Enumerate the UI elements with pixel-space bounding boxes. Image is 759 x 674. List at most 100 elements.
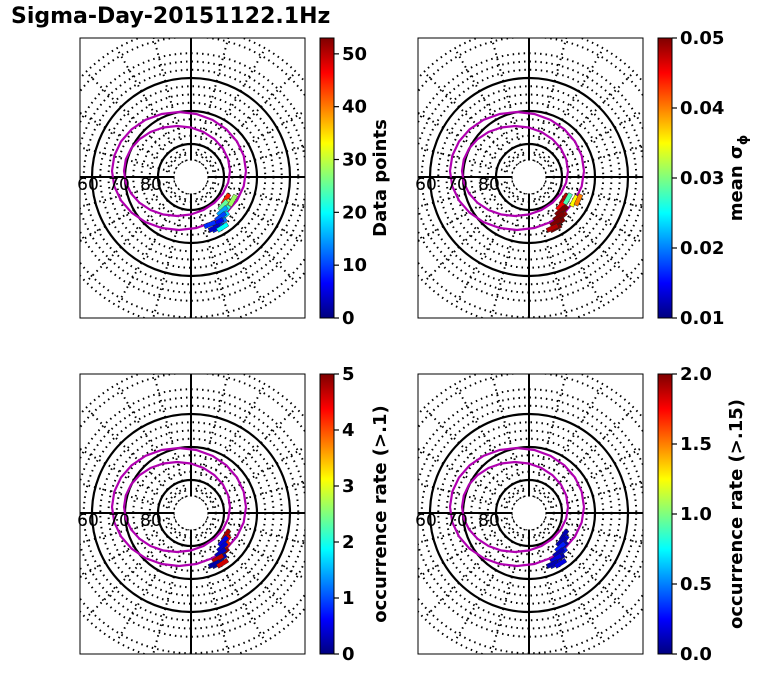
auroral-oval-inner [460, 460, 570, 554]
lat-label-60: 60 [415, 175, 437, 195]
lat-label-70: 70 [108, 511, 130, 531]
dotted-mlt-spoke [532, 192, 568, 318]
dotted-mlt-spoke [194, 192, 230, 318]
colorbar-label: Data points [370, 119, 391, 237]
lat-label-70: 70 [446, 175, 468, 195]
polar-panel-top-left: 60 70 80 0 10 20 30 40 50 Data points [77, 37, 391, 329]
dotted-mlt-spoke [198, 526, 267, 643]
lat-label-60: 60 [77, 511, 99, 531]
data-cell [227, 193, 238, 207]
colorbar-tick-label: 1.5 [680, 434, 712, 455]
colorbar-tick-label: 30 [342, 150, 367, 171]
lat-label-80: 80 [478, 175, 500, 195]
dotted-mlt-spoke [532, 38, 568, 162]
pole-mask [174, 160, 208, 194]
pole-mask [174, 496, 208, 530]
dotted-mlt-spoke [539, 407, 635, 503]
dotted-mlt-spoke [418, 516, 514, 544]
dotted-mlt-spoke [418, 180, 514, 208]
dotted-mlt-spoke [544, 481, 643, 510]
dotted-mlt-spoke [423, 187, 519, 283]
dotted-mlt-spoke [194, 38, 230, 162]
dotted-mlt-spoke [423, 523, 519, 619]
colorbar-label: occurrence rate (>.15) [726, 399, 747, 629]
dotted-mlt-spoke [453, 383, 522, 500]
dotted-mlt-spoke [453, 190, 522, 307]
dotted-mlt-spoke [198, 190, 267, 307]
data-cell [216, 558, 230, 569]
dotted-mlt-spoke [204, 446, 305, 506]
dotted-mlt-spoke [536, 526, 605, 643]
figure-title: Sigma-Day-20151122.1Hz [11, 4, 331, 29]
dotted-mlt-spoke [152, 38, 188, 162]
pole-mask [512, 496, 546, 530]
dotted-mlt-spoke [418, 111, 516, 170]
colorbar-label-subscript: ϕ [736, 135, 751, 145]
dotted-mlt-spoke [418, 520, 516, 579]
dotted-mlt-spoke [542, 184, 643, 244]
colorbar-tick-label: 0.0 [680, 644, 712, 665]
data-cell [554, 558, 568, 569]
dotted-mlt-spoke [204, 110, 305, 170]
data-cell [573, 193, 584, 207]
dotted-mlt-spoke [198, 47, 267, 164]
dotted-mlt-spoke [85, 523, 181, 619]
dotted-mlt-spoke [194, 374, 230, 498]
colorbar-tick-label: 0.05 [680, 28, 724, 49]
dotted-mlt-spoke [418, 184, 516, 243]
colorbar-tick-label: 0 [342, 644, 355, 665]
dotted-mlt-spoke [490, 38, 526, 162]
lat-label-80: 80 [140, 175, 162, 195]
dotted-mlt-spoke [532, 374, 568, 498]
auroral-oval-outer [448, 110, 586, 232]
colorbar-tick-label: 50 [342, 44, 367, 65]
dotted-mlt-spoke [423, 71, 519, 167]
dotted-mlt-spoke [206, 516, 305, 545]
dotted-mlt-spoke [418, 447, 516, 506]
dotted-mlt-spoke [542, 110, 643, 170]
lat-label-70: 70 [108, 175, 130, 195]
dotted-mlt-spoke [80, 482, 176, 510]
colorbar-tick-label: 0.03 [680, 168, 724, 189]
dotted-mlt-spoke [194, 528, 230, 654]
panel-content [80, 38, 305, 318]
auroral-oval-outer [110, 446, 248, 568]
dotted-mlt-spoke [115, 526, 184, 643]
data-cell [545, 223, 560, 233]
dotted-mlt-spoke [453, 47, 522, 164]
dotted-mlt-spoke [115, 47, 184, 164]
dotted-mlt-spoke [204, 184, 305, 244]
colorbar-tick-label: 0.01 [680, 308, 724, 329]
dotted-mlt-spoke [544, 180, 643, 209]
dotted-mlt-spoke [80, 180, 176, 208]
lat-label-70: 70 [446, 511, 468, 531]
dotted-mlt-spoke [206, 180, 305, 209]
dotted-mlt-spoke [80, 146, 176, 174]
colorbar-tick-label: 1 [342, 588, 355, 609]
data-cell [545, 559, 560, 569]
dotted-mlt-spoke [80, 516, 176, 544]
dotted-mlt-spoke [201, 187, 297, 283]
colorbar-tick-label: 4 [342, 420, 355, 441]
dotted-mlt-spoke [85, 187, 181, 283]
dotted-mlt-spoke [453, 526, 522, 643]
auroral-oval-inner [122, 460, 232, 554]
colorbar-tick-label: 0.5 [680, 574, 712, 595]
dotted-mlt-spoke [490, 528, 526, 654]
dotted-mlt-spoke [206, 481, 305, 510]
colorbar-tick-label: 0.04 [680, 98, 724, 119]
dotted-mlt-spoke [85, 71, 181, 167]
dotted-mlt-spoke [536, 383, 605, 500]
colorbar-tick-label: 2.0 [680, 364, 712, 385]
dotted-mlt-spoke [115, 190, 184, 307]
colorbar-tick-label: 0 [342, 308, 355, 329]
dotted-mlt-spoke [80, 520, 178, 579]
colorbar-tick-label: 5 [342, 364, 355, 385]
colorbar-tick-label: 20 [342, 202, 367, 223]
lat-label-80: 80 [140, 511, 162, 531]
dotted-mlt-spoke [201, 71, 297, 167]
data-cell [207, 223, 222, 233]
dotted-mlt-spoke [152, 374, 188, 498]
data-cell [207, 559, 222, 569]
dotted-mlt-spoke [80, 184, 178, 243]
